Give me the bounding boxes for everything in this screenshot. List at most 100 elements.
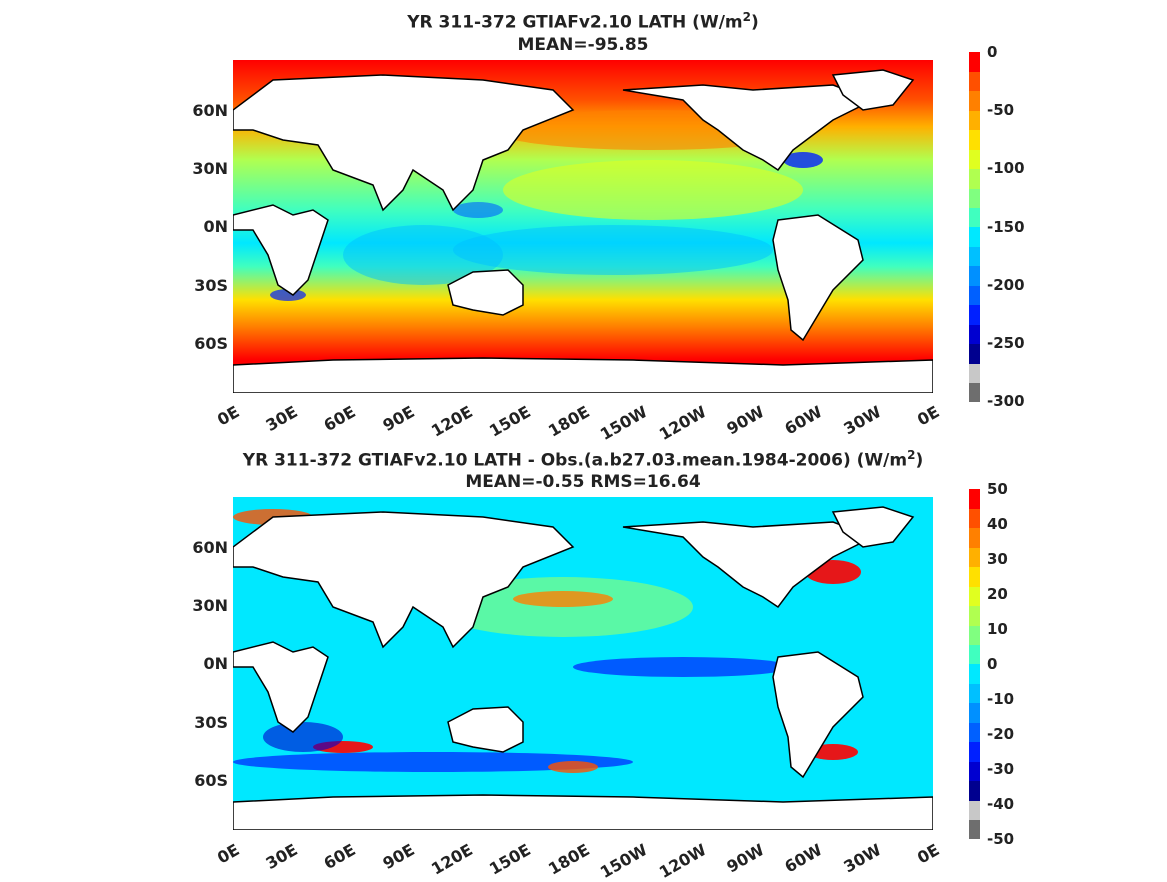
bottom-colorbar-label: -20 (987, 725, 1015, 743)
colorbar-segment (969, 110, 980, 131)
top-lat-label: 0N (203, 217, 228, 236)
colorbar-segment (969, 129, 980, 150)
colorbar-segment (969, 761, 980, 782)
top-lon-label: 120W (655, 402, 710, 444)
colorbar-segment (969, 188, 980, 209)
colorbar-segment (969, 625, 980, 646)
bottom-field-blob (548, 761, 598, 773)
top-land-australia (447, 269, 524, 316)
top-land-namerica (622, 84, 875, 172)
bottom-colorbar (969, 489, 980, 840)
bottom-land-antarctica (233, 794, 933, 830)
colorbar-segment (969, 586, 980, 607)
top-land-samerica (772, 214, 864, 342)
bottom-lon-label: 60W (781, 840, 826, 877)
bottom-lat-label: 30S (194, 713, 228, 732)
top-title-close: ) (751, 12, 759, 33)
colorbar-segment (969, 227, 980, 247)
bottom-field-blob (233, 752, 633, 772)
bottom-lon-label: 0E (213, 840, 243, 868)
colorbar-segment (969, 566, 980, 587)
bottom-colorbar-label: -10 (987, 690, 1015, 708)
top-lon-label: 150W (597, 402, 651, 444)
top-field-blob (503, 160, 803, 220)
bottom-map (233, 497, 933, 830)
top-land-africa (233, 204, 329, 296)
top-colorbar-label: -150 (987, 218, 1025, 236)
top-lon-label: 90W (723, 402, 768, 439)
top-colorbar (969, 52, 980, 403)
bottom-land-australia (447, 706, 524, 753)
top-field-blob (783, 152, 823, 168)
top-lon-label: 60W (781, 402, 826, 439)
bottom-title-text: YR 311-372 GTIAFv2.10 LATH - Obs.(a.b27.… (242, 450, 908, 471)
bottom-title-close: ) (915, 450, 924, 471)
top-lat-label: 30N (192, 159, 228, 178)
bottom-colorbar-label: -50 (987, 830, 1015, 848)
colorbar-segment (969, 285, 980, 306)
top-title-line1: YR 311-372 GTIAFv2.10 LATH (W/m2) (233, 6, 933, 34)
bottom-lon-label: 30E (262, 840, 301, 874)
bottom-lon-label: 90W (723, 840, 768, 877)
colorbar-segment (969, 149, 980, 170)
bottom-colorbar-label: 50 (987, 480, 1008, 498)
top-field-blob (453, 225, 773, 275)
colorbar-segment (969, 168, 980, 189)
colorbar-segment (969, 246, 980, 267)
colorbar-segment (969, 780, 980, 801)
colorbar-segment (969, 741, 980, 762)
bottom-colorbar-label: -30 (987, 760, 1015, 778)
top-lon-label: 60E (320, 402, 360, 436)
bottom-lon-label: 90E (379, 840, 418, 874)
colorbar-segment (969, 489, 980, 509)
bottom-land-africa (233, 641, 329, 733)
colorbar-segment (969, 265, 980, 286)
top-lat-label: 60S (194, 334, 228, 353)
top-lon-label: 120E (427, 402, 476, 441)
bottom-colorbar-label: 20 (987, 585, 1008, 603)
bottom-lat-label: 60N (192, 538, 228, 557)
bottom-lon-label: 150E (486, 840, 535, 879)
bottom-colorbar-label: 40 (987, 515, 1008, 533)
colorbar-segment (969, 304, 980, 325)
bottom-lon-label: 120W (655, 840, 710, 882)
bottom-lat-label: 60S (194, 771, 228, 790)
colorbar-segment (969, 508, 980, 529)
colorbar-segment (969, 722, 980, 743)
top-land-greenland (831, 69, 915, 111)
top-colorbar-label: -250 (987, 334, 1025, 352)
top-colorbar-label: -50 (987, 101, 1015, 119)
bottom-colorbar-label: 10 (987, 620, 1008, 638)
top-title-sup: 2 (742, 10, 751, 24)
top-lon-label: 150E (486, 402, 535, 441)
colorbar-segment (969, 52, 980, 72)
colorbar-segment (969, 363, 980, 384)
top-field-blob (453, 202, 503, 218)
bottom-field-blob (513, 591, 613, 607)
bottom-title-line1: YR 311-372 GTIAFv2.10 LATH - Obs.(a.b27.… (233, 444, 933, 472)
bottom-lon-label: 0E (913, 840, 943, 868)
colorbar-segment (969, 605, 980, 626)
colorbar-segment (969, 382, 980, 403)
top-land-antarctica (233, 357, 933, 393)
bottom-land-greenland (831, 506, 915, 548)
bottom-land (233, 506, 933, 830)
top-lat-label: 30S (194, 276, 228, 295)
bottom-lon-label: 180E (544, 840, 593, 879)
bottom-colorbar-label: -40 (987, 795, 1015, 813)
bottom-title-line2: MEAN=-0.55 RMS=16.64 (465, 472, 701, 492)
colorbar-segment (969, 819, 980, 840)
colorbar-segment (969, 800, 980, 821)
bottom-lon-label: 120E (427, 840, 476, 879)
top-lon-label: 30E (262, 402, 301, 436)
colorbar-segment (969, 702, 980, 723)
bottom-colorbar-label: 30 (987, 550, 1008, 568)
bottom-land-samerica (772, 651, 864, 779)
bottom-lon-label: 60E (320, 840, 360, 874)
bottom-lat-label: 30N (192, 596, 228, 615)
colorbar-segment (969, 324, 980, 345)
colorbar-segment (969, 683, 980, 704)
top-colorbar-label: -200 (987, 276, 1025, 294)
colorbar-segment (969, 527, 980, 548)
top-land-eurasia (233, 74, 575, 212)
